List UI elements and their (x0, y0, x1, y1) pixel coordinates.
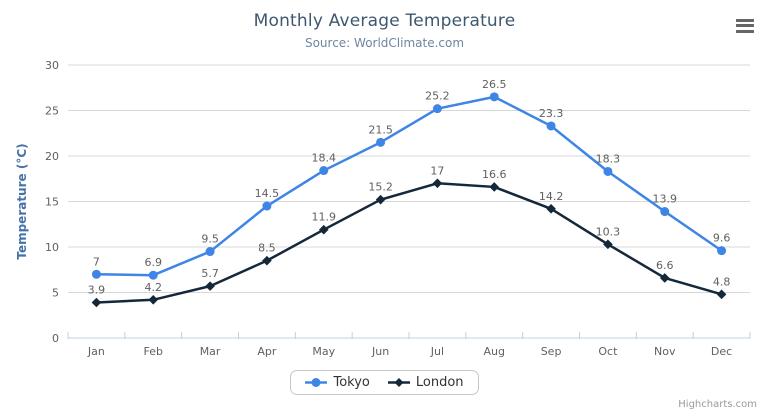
chart-subtitle: Source: WorldClimate.com (304, 36, 465, 50)
hamburger-icon (736, 24, 754, 27)
series-marker-tokyo[interactable] (660, 207, 670, 217)
series-marker-tokyo[interactable] (148, 270, 158, 280)
data-label: 21.5 (368, 123, 393, 136)
data-label: 9.5 (201, 233, 219, 246)
data-label: 6.6 (656, 259, 674, 272)
series-marker-tokyo[interactable] (432, 104, 442, 114)
x-axis-label: May (312, 345, 335, 358)
circle-marker-icon (305, 378, 328, 387)
data-label: 18.4 (312, 152, 337, 165)
series-marker-london[interactable] (262, 255, 272, 266)
data-label: 8.5 (258, 242, 276, 255)
data-label: 23.3 (539, 107, 564, 120)
series-marker-tokyo[interactable] (319, 166, 329, 176)
x-axis-label: Jul (430, 345, 444, 358)
series-marker-london[interactable] (603, 239, 613, 250)
series-marker-tokyo[interactable] (376, 137, 386, 147)
data-label: 10.3 (596, 225, 621, 238)
data-label: 5.7 (201, 267, 219, 280)
x-axis-label: Nov (654, 345, 676, 358)
series-marker-london[interactable] (546, 203, 556, 214)
series-marker-tokyo[interactable] (91, 269, 101, 279)
diamond-marker-icon (387, 378, 410, 387)
series-marker-london[interactable] (489, 182, 500, 192)
x-axis-label: Feb (144, 345, 163, 358)
y-axis-label: 5 (52, 287, 59, 300)
data-label: 9.6 (713, 232, 731, 245)
series-marker-tokyo[interactable] (205, 247, 215, 257)
series-line-london[interactable] (95, 182, 723, 304)
series-marker-london[interactable] (659, 273, 670, 283)
x-axis-label: Mar (200, 345, 221, 358)
data-label: 4.8 (713, 275, 731, 288)
data-label: 18.3 (596, 152, 621, 165)
hamburger-icon (736, 29, 754, 33)
series-marker-tokyo[interactable] (717, 246, 727, 256)
series-marker-tokyo[interactable] (262, 201, 272, 211)
legend-box: Tokyo London (290, 370, 479, 395)
data-label: 3.9 (88, 284, 106, 297)
series-line-tokyo[interactable] (95, 95, 723, 277)
y-axis-label: 10 (45, 241, 59, 254)
data-label: 11.9 (312, 211, 337, 224)
data-label: 6.9 (145, 256, 163, 269)
chart-title: Monthly Average Temperature (253, 11, 516, 31)
data-label: 26.5 (482, 78, 507, 91)
x-axis-label: Aug (484, 345, 505, 358)
x-axis-label: Oct (598, 345, 618, 358)
x-axis-label: Jan (87, 345, 105, 358)
legend-item-london[interactable]: London (387, 375, 464, 390)
series-marker-london[interactable] (375, 194, 386, 205)
y-axis-label: 15 (45, 196, 59, 209)
data-label: 4.2 (145, 281, 163, 294)
series-marker-london[interactable] (148, 294, 159, 305)
x-axis-label: Jun (371, 345, 389, 358)
data-label: 14.2 (539, 190, 564, 203)
y-axis-title: Temperature (°C) (15, 143, 29, 259)
data-label: 25.2 (425, 90, 450, 103)
credits-link[interactable]: Highcharts.com (678, 399, 757, 410)
y-axis-label: 20 (45, 150, 59, 163)
series-marker-london[interactable] (716, 289, 727, 300)
series-marker-tokyo[interactable] (546, 121, 556, 131)
series-marker-london[interactable] (205, 281, 215, 291)
y-axis-label: 30 (45, 59, 59, 72)
y-axis-label: 0 (52, 332, 59, 345)
export-menu-button[interactable] (733, 13, 757, 37)
y-axis-label: 25 (45, 105, 59, 118)
x-axis-label: Dec (711, 345, 732, 358)
hamburger-icon (736, 18, 754, 22)
x-axis-label: Sep (541, 345, 562, 358)
legend-item-tokyo[interactable]: Tokyo (305, 375, 370, 390)
data-label: 13.9 (653, 193, 678, 206)
data-label: 16.6 (482, 168, 507, 181)
series-marker-london[interactable] (432, 178, 443, 189)
series-marker-tokyo[interactable] (603, 166, 613, 176)
legend: Tokyo London (0, 370, 769, 395)
data-label: 17 (430, 164, 444, 177)
legend-label: London (415, 375, 464, 390)
series-marker-london[interactable] (91, 297, 102, 308)
legend-label: Tokyo (333, 375, 370, 390)
x-axis-label: Apr (257, 345, 277, 358)
data-label: 15.2 (368, 181, 393, 194)
data-label: 7 (93, 255, 100, 268)
series-marker-london[interactable] (318, 224, 329, 235)
series-marker-tokyo[interactable] (489, 92, 499, 102)
data-label: 14.5 (255, 187, 280, 200)
